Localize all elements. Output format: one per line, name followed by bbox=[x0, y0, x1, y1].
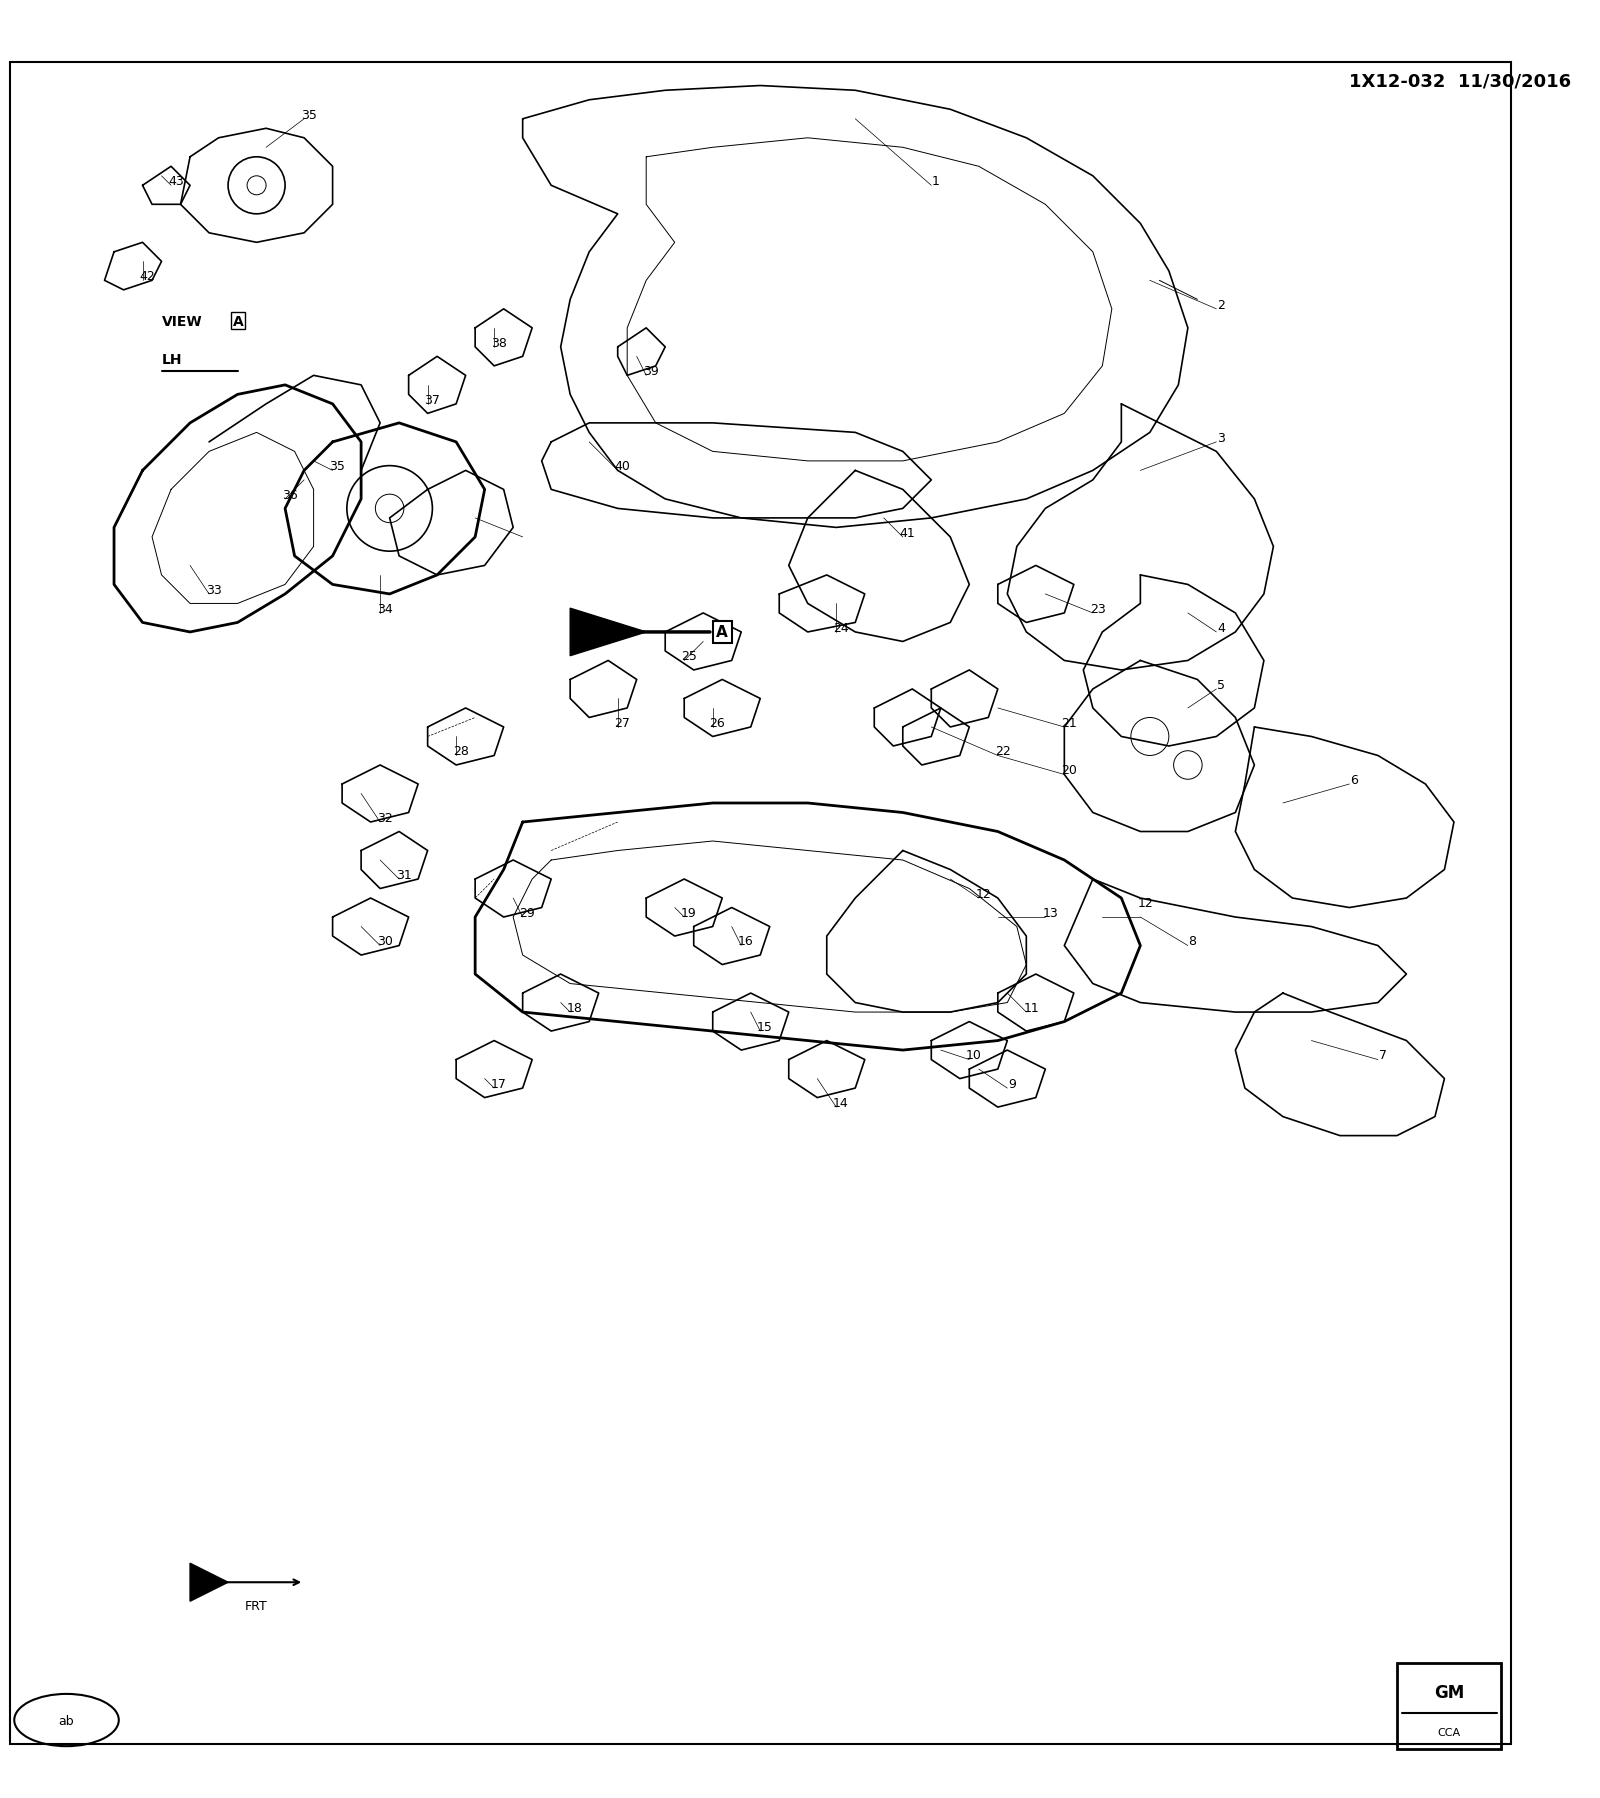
Text: 12: 12 bbox=[976, 886, 992, 901]
Text: 23: 23 bbox=[1090, 602, 1106, 615]
Text: 11: 11 bbox=[1022, 1001, 1038, 1014]
Text: 2: 2 bbox=[1218, 298, 1226, 311]
Text: 29: 29 bbox=[520, 906, 536, 919]
Text: 5: 5 bbox=[1218, 678, 1226, 690]
Text: CCA: CCA bbox=[1438, 1728, 1461, 1737]
Text: 34: 34 bbox=[378, 602, 392, 615]
Text: LH: LH bbox=[162, 352, 182, 367]
Text: 21: 21 bbox=[1061, 716, 1077, 730]
Text: A: A bbox=[234, 315, 243, 329]
Text: 22: 22 bbox=[995, 744, 1011, 757]
Polygon shape bbox=[570, 610, 646, 656]
Text: 35: 35 bbox=[330, 460, 346, 473]
Text: 40: 40 bbox=[614, 460, 630, 473]
Text: 16: 16 bbox=[738, 935, 754, 948]
Text: 8: 8 bbox=[1189, 935, 1197, 948]
Text: 26: 26 bbox=[709, 716, 725, 730]
Text: 41: 41 bbox=[899, 527, 915, 539]
Text: 1: 1 bbox=[933, 174, 939, 189]
Text: 4: 4 bbox=[1218, 622, 1226, 635]
Text: 25: 25 bbox=[682, 649, 698, 663]
Text: 43: 43 bbox=[168, 174, 184, 189]
Text: 30: 30 bbox=[378, 935, 394, 948]
Text: 24: 24 bbox=[834, 622, 850, 635]
Text: 13: 13 bbox=[1042, 906, 1058, 919]
Text: 37: 37 bbox=[424, 394, 440, 406]
Text: 15: 15 bbox=[757, 1019, 773, 1034]
Text: 32: 32 bbox=[378, 811, 392, 823]
Text: 19: 19 bbox=[682, 906, 698, 919]
Text: 6: 6 bbox=[1350, 773, 1358, 786]
Text: 17: 17 bbox=[491, 1077, 507, 1090]
Text: 36: 36 bbox=[282, 489, 298, 502]
Text: 7: 7 bbox=[1379, 1048, 1387, 1063]
Text: 31: 31 bbox=[397, 868, 411, 881]
Text: 14: 14 bbox=[834, 1097, 850, 1109]
Text: 18: 18 bbox=[566, 1001, 582, 1014]
Text: 38: 38 bbox=[491, 336, 507, 349]
Text: FRT: FRT bbox=[245, 1600, 267, 1613]
Text: 33: 33 bbox=[206, 583, 222, 597]
Polygon shape bbox=[190, 1564, 229, 1602]
Text: 20: 20 bbox=[1061, 764, 1077, 777]
Text: 39: 39 bbox=[643, 365, 659, 378]
Text: ab: ab bbox=[59, 1713, 74, 1726]
Text: 28: 28 bbox=[453, 744, 469, 757]
Text: 12: 12 bbox=[1138, 897, 1154, 910]
Text: A: A bbox=[717, 626, 728, 640]
Text: 10: 10 bbox=[966, 1048, 982, 1063]
Text: 1X12-032  11/30/2016: 1X12-032 11/30/2016 bbox=[1349, 72, 1571, 90]
Text: 27: 27 bbox=[614, 716, 630, 730]
FancyBboxPatch shape bbox=[1397, 1663, 1501, 1749]
Text: 35: 35 bbox=[301, 108, 317, 122]
Text: VIEW: VIEW bbox=[162, 315, 202, 329]
Text: 9: 9 bbox=[1008, 1077, 1016, 1090]
Text: 42: 42 bbox=[139, 270, 155, 282]
Text: GM: GM bbox=[1434, 1683, 1464, 1701]
Text: 3: 3 bbox=[1218, 432, 1226, 444]
